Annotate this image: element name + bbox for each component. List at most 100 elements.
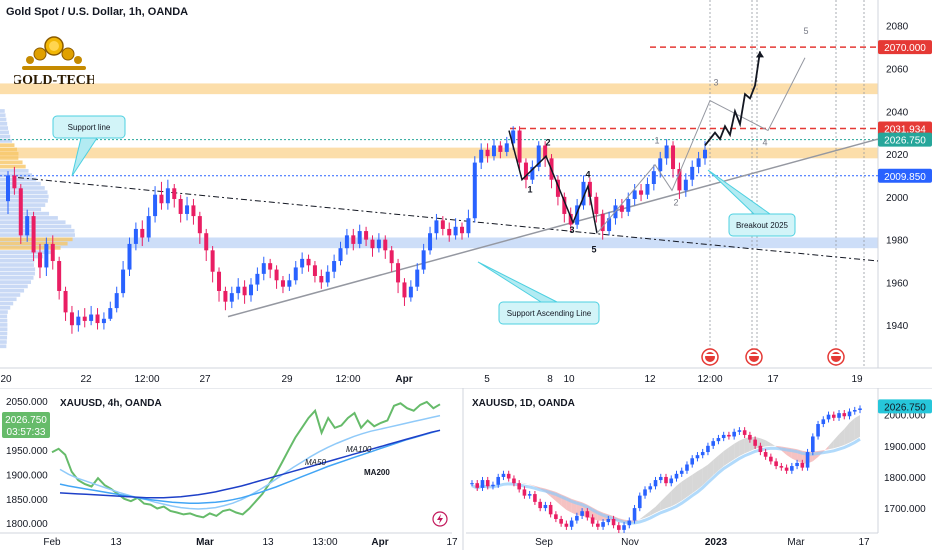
sub2-candle-body <box>601 522 605 527</box>
sub2-candle-body <box>506 473 511 479</box>
sub2-candle-body <box>763 452 768 457</box>
x-tick-label-8: 8 <box>547 374 553 385</box>
lightning-icon-glyph <box>437 514 443 524</box>
sub2-candle-body <box>669 478 674 484</box>
sub2-candle-body <box>821 419 826 425</box>
sub2-y-tick-2: 1900.000 <box>884 442 926 453</box>
sub2-candle-body <box>653 480 658 487</box>
price-label-box-3 <box>878 168 932 183</box>
y-tick-label-3: 2000 <box>886 193 909 204</box>
sub2-candle-body <box>475 483 480 488</box>
sub1-ma-label-1: MA100 <box>346 445 372 454</box>
y-tick-label-7: 2080 <box>886 22 909 33</box>
sub2-candle-body <box>858 408 862 411</box>
price-label-box-2 <box>878 132 932 147</box>
sub-chart-4h[interactable]: 1800.0001850.0001900.0001950.0002000.000… <box>0 388 466 550</box>
candle-body <box>31 216 36 253</box>
y-tick-label-2: 1980 <box>886 236 909 247</box>
candle-body <box>319 276 324 283</box>
candle-body <box>370 239 375 249</box>
candle-body <box>69 312 74 326</box>
sub2-candle-body <box>742 430 747 435</box>
wave-label-9: 5 <box>803 26 808 36</box>
support-ascending-line <box>227 138 879 318</box>
sub2-candle-body <box>485 480 490 487</box>
sub1-x-tick-2: Mar <box>196 537 214 548</box>
volume-profile-bar <box>0 194 49 199</box>
price-label-box-1 <box>878 121 932 136</box>
volume-profile-bar <box>0 121 8 126</box>
candle-body <box>325 271 330 283</box>
sub2-candle-body <box>700 452 705 456</box>
sub1-x-tick-5: Apr <box>371 537 388 548</box>
candle-body <box>447 228 452 236</box>
sub2-ribbon-segment <box>655 501 661 513</box>
candle-body <box>261 263 266 274</box>
sub2-ribbon-segment <box>660 496 666 511</box>
volume-profile-bar <box>0 109 5 113</box>
us-flag-stripe-1 <box>749 354 759 356</box>
x-tick-label-5: 12:00 <box>335 374 360 385</box>
sub2-ribbon-segment <box>529 484 535 487</box>
volume-profile-bar <box>0 113 6 118</box>
sub1-x-tick-0: Feb <box>43 537 61 548</box>
volume-profile-bar <box>0 318 8 323</box>
volume-profile-bar <box>0 173 33 177</box>
candle-body <box>229 293 234 302</box>
sub1-x-tick-1: 13 <box>110 537 122 548</box>
candle-body <box>268 263 273 270</box>
volume-profile-bar <box>0 177 37 182</box>
x-tick-label-2: 12:00 <box>134 374 159 385</box>
volume-profile-bar <box>0 246 61 250</box>
sub2-ribbon-segment <box>697 468 703 490</box>
sub2-candle-body <box>695 455 700 459</box>
sub2-candle-body <box>795 462 799 467</box>
sub2-candle-body <box>805 452 810 468</box>
sub2-ribbon-segment <box>760 438 766 448</box>
volume-profile-bar <box>0 310 8 314</box>
us-flag-stripe-2 <box>831 354 841 356</box>
candle-body <box>440 220 445 229</box>
sub2-ribbon-segment <box>765 440 771 447</box>
volume-profile-bar <box>0 276 34 280</box>
candle-body <box>658 158 663 172</box>
annotation-text-1: Breakout 2025 <box>736 221 789 230</box>
volume-profile-bar <box>0 164 26 169</box>
price-label-3: 2009.850 <box>884 172 926 183</box>
annotation-box-0 <box>52 115 126 139</box>
candle-body <box>402 282 407 298</box>
price-label-box-0 <box>878 40 932 55</box>
candle-body <box>703 149 707 159</box>
candle-body <box>133 228 138 244</box>
candle-body <box>498 145 503 152</box>
wave-label-5: 1 <box>654 135 659 145</box>
volume-profile-bar <box>0 186 45 190</box>
volume-profile-bar <box>0 284 28 289</box>
volume-profile-bar <box>0 335 8 340</box>
chart-title: Gold Spot / U.S. Dollar, 1h, OANDA <box>6 6 189 18</box>
sub2-ribbon-segment <box>666 490 672 509</box>
candle-body <box>146 216 151 238</box>
us-flag-event-dot-0 <box>705 352 715 362</box>
candle-body <box>626 198 631 212</box>
sub2-candle-body <box>491 484 495 487</box>
candle-body <box>581 181 586 206</box>
candle-body <box>523 162 528 180</box>
sub1-y-tick-0: 1800.000 <box>6 519 48 530</box>
sub-chart-1d[interactable]: 1700.000 1800.000 1900.000 2000.0002026.750… <box>466 388 932 550</box>
sub2-candle-body <box>512 478 516 484</box>
volume-profile-bar <box>0 228 75 233</box>
sub1-countdown: 03:57:33 <box>7 427 46 438</box>
sub2-candle-body <box>548 504 553 515</box>
sub1-background <box>0 388 466 550</box>
sub2-ribbon-segment <box>723 447 729 467</box>
sub2-x-tick-4: 17 <box>858 537 870 548</box>
sub2-candle-body <box>674 473 679 479</box>
sub2-blue-band <box>471 437 861 525</box>
volume-profile-bar <box>0 331 8 336</box>
y-tick-label-6: 2060 <box>886 64 909 75</box>
candle-body <box>396 263 401 283</box>
sub2-ribbon-segment <box>823 445 829 452</box>
candle-body <box>236 286 241 294</box>
